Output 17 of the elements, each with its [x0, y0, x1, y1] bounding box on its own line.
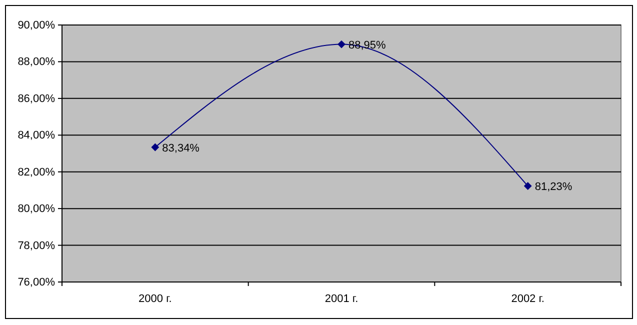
y-tick-label: 90,00%	[18, 20, 56, 32]
point	[151, 143, 160, 152]
y-tick-label: 78,00%	[18, 240, 56, 252]
data-label: 81,23%	[534, 180, 572, 193]
x-tick-label: 2002 г.	[511, 292, 544, 305]
data-label: 88,95%	[348, 39, 386, 52]
y-tick-label: 86,00%	[18, 92, 56, 105]
x-tick-label: 2001 г.	[324, 292, 358, 305]
x-tick-label: 2000 г.	[138, 292, 172, 305]
y-tick-label: 82,00%	[18, 166, 56, 178]
y-tick-label: 88,00%	[18, 56, 56, 68]
y-tick-label: 80,00%	[18, 203, 56, 216]
point	[524, 182, 532, 190]
y-tick-label: 84,00%	[18, 130, 56, 142]
y-tick-label: 76,00%	[18, 276, 56, 289]
data-label: 83,34%	[162, 142, 200, 154]
point	[338, 40, 346, 48]
